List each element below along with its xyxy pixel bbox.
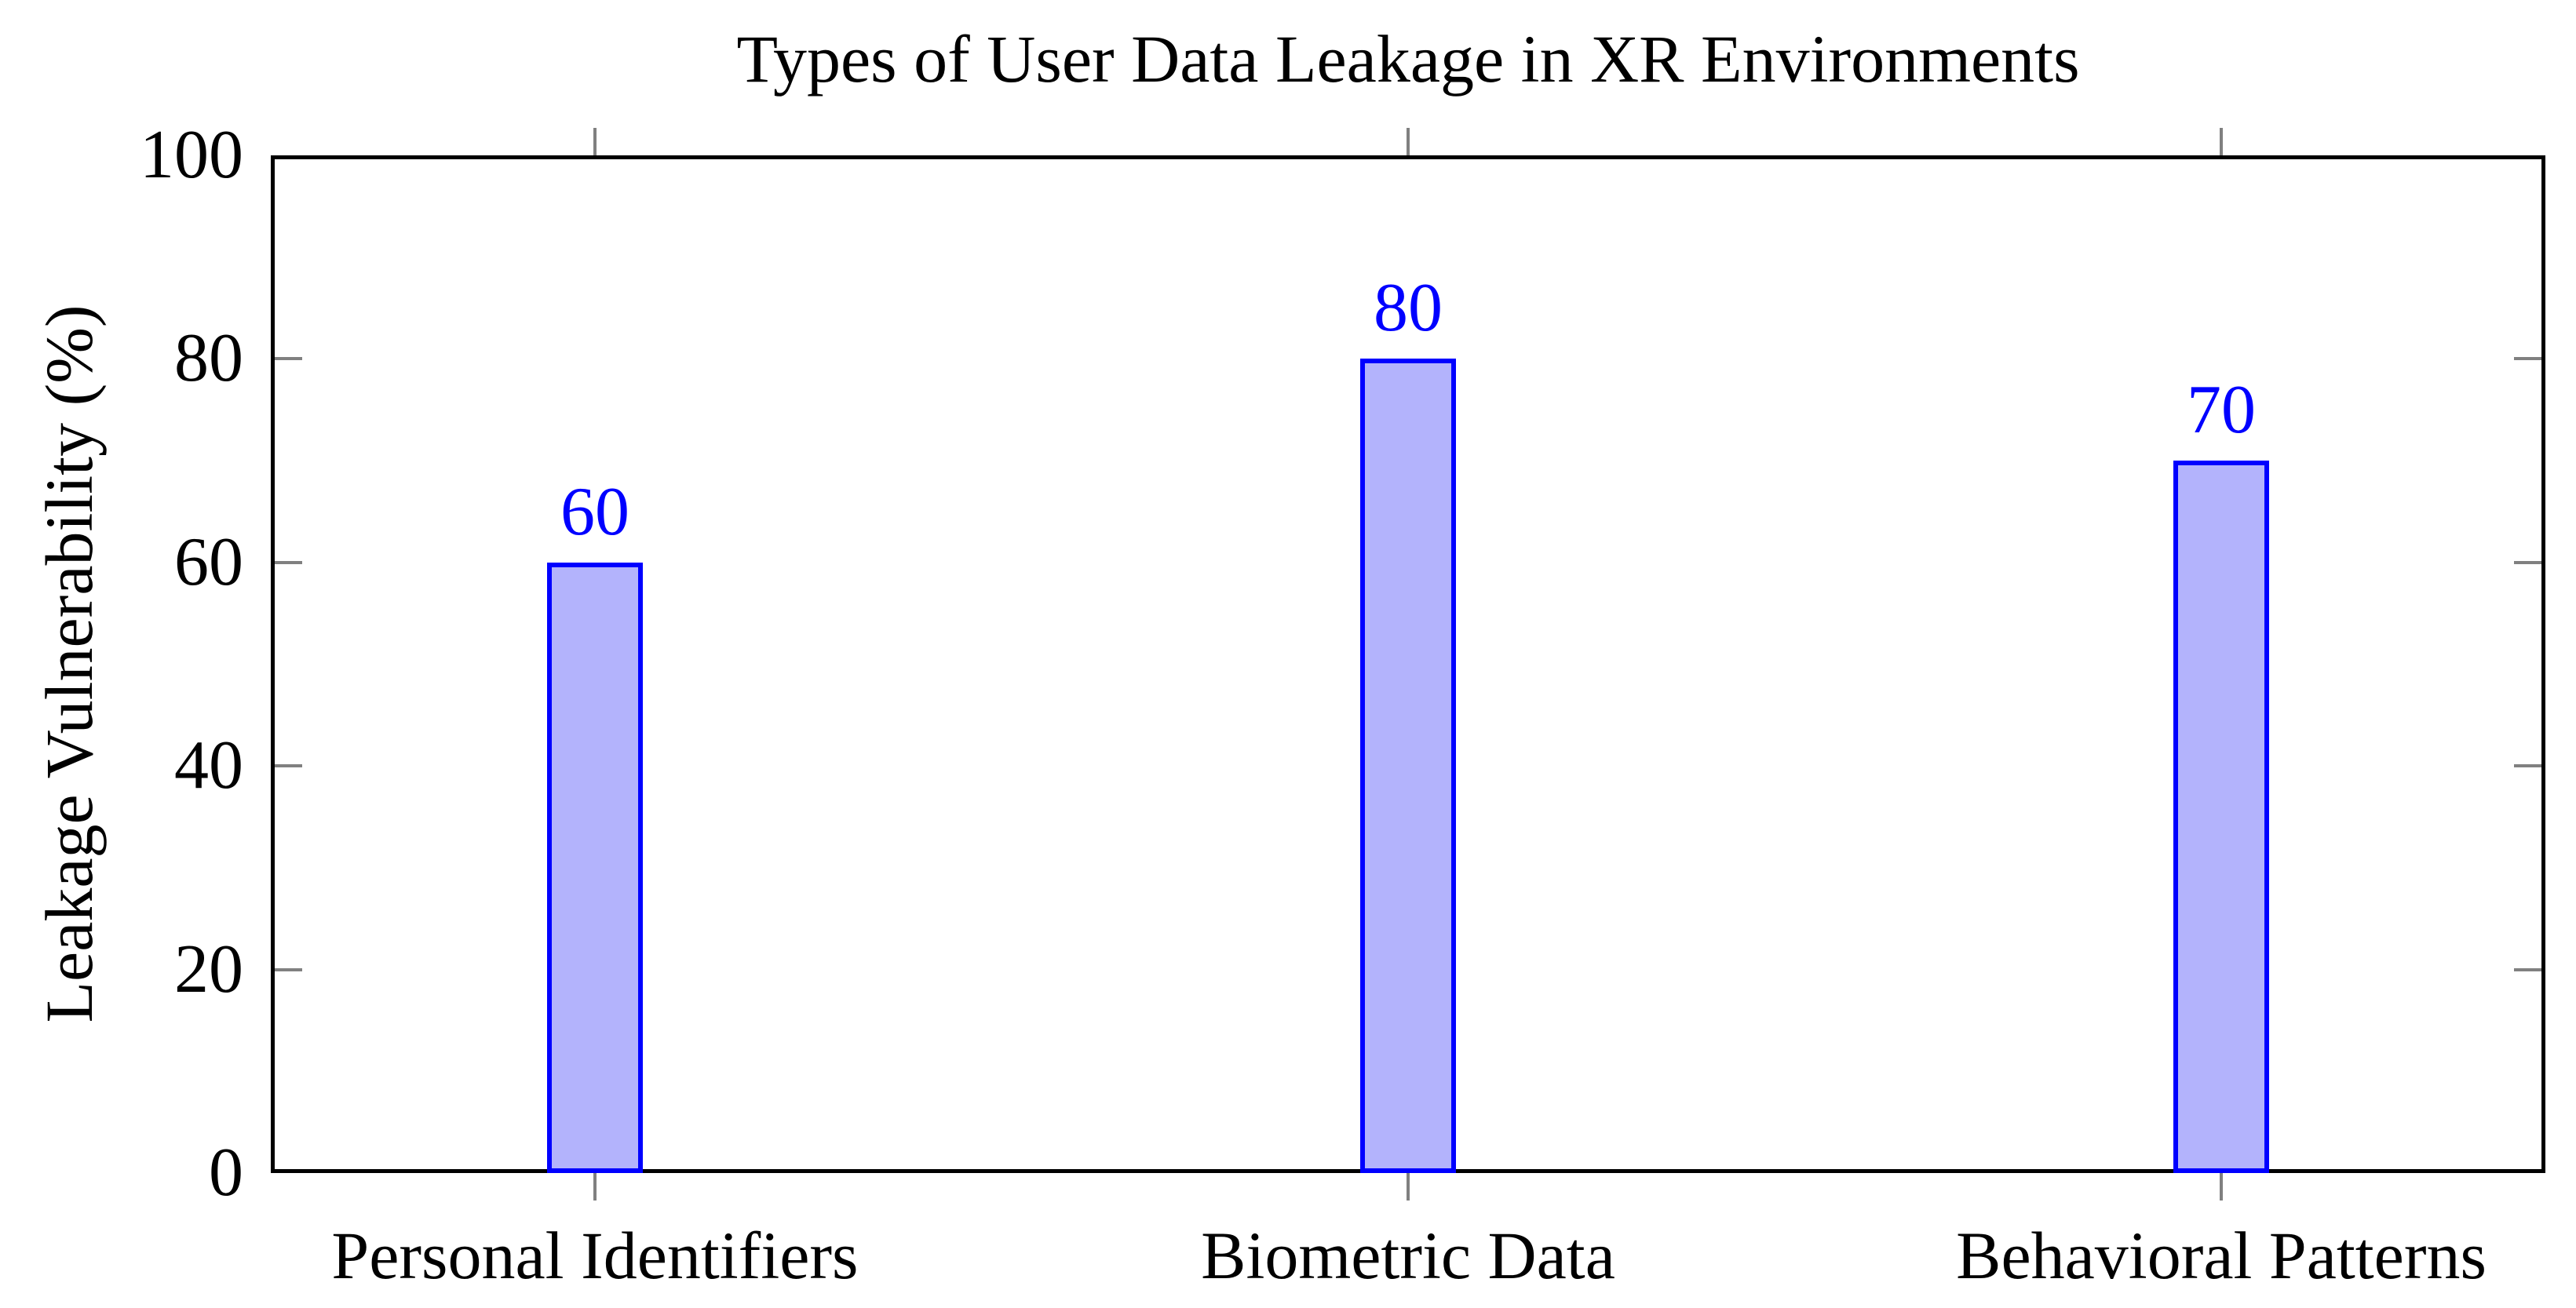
y-tick-label: 20: [174, 931, 243, 1007]
bar-value-label: 60: [560, 473, 629, 550]
x-tick-mark-bottom: [2220, 1173, 2224, 1201]
bar: [1360, 359, 1456, 1173]
y-tick-label: 60: [174, 523, 243, 600]
x-tick-mark-top: [2220, 128, 2224, 155]
x-tick-mark-bottom: [593, 1173, 597, 1201]
y-tick-mark-left: [275, 967, 302, 971]
x-tick-mark-top: [1407, 128, 1410, 155]
y-axis-label: Leakage Vulnerability (%): [31, 304, 107, 1023]
bar-value-label: 80: [1374, 270, 1443, 347]
x-tick-mark-bottom: [1407, 1173, 1410, 1201]
y-tick-label: 80: [174, 320, 243, 397]
x-tick-mark-top: [593, 128, 597, 155]
y-tick-mark-left: [275, 357, 302, 361]
y-tick-label: 40: [174, 727, 243, 804]
y-tick-mark-right: [2514, 560, 2541, 564]
bar: [546, 562, 643, 1173]
bar: [2173, 461, 2270, 1173]
y-tick-mark-left: [275, 560, 302, 564]
y-tick-mark-right: [2514, 357, 2541, 361]
bar-value-label: 70: [2187, 372, 2257, 449]
x-category-label: Personal Identifiers: [331, 1218, 859, 1293]
x-category-label: Biometric Data: [1201, 1218, 1615, 1293]
y-tick-mark-right: [2514, 967, 2541, 971]
y-tick-mark-right: [2514, 764, 2541, 768]
chart-title: Types of User Data Leakage in XR Environ…: [736, 21, 2080, 97]
y-tick-label: 0: [209, 1135, 243, 1211]
y-tick-mark-left: [275, 764, 302, 768]
x-category-label: Behavioral Patterns: [1956, 1218, 2487, 1293]
y-tick-label: 100: [140, 117, 243, 193]
